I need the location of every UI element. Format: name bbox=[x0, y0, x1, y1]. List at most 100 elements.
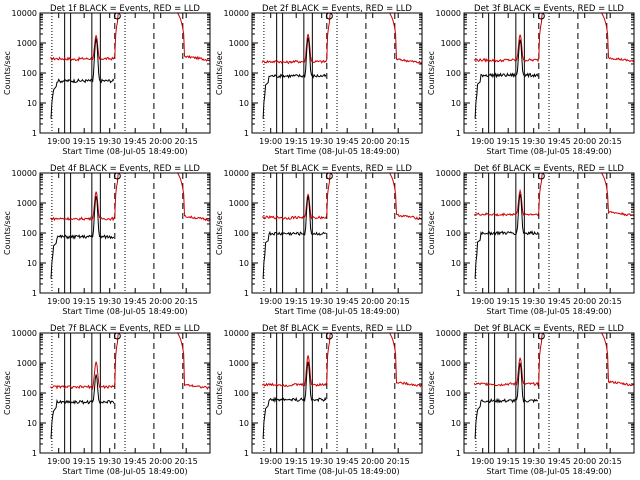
y-tick-label: 10 bbox=[451, 259, 461, 268]
x-axis-label: Start Time (08-Jul-05 18:49:00) bbox=[274, 467, 399, 476]
x-tick-label: 19:30 bbox=[310, 297, 333, 306]
y-axis-label: Counts/sec bbox=[3, 51, 12, 95]
y-tick-label: 1 bbox=[32, 449, 37, 458]
x-axis-label: Start Time (08-Jul-05 18:49:00) bbox=[62, 467, 187, 476]
y-tick-label: 100 bbox=[446, 389, 461, 398]
x-tick-label: 19:15 bbox=[73, 457, 96, 466]
y-tick-label: 100 bbox=[234, 389, 249, 398]
y-tick-label: 100 bbox=[234, 229, 249, 238]
y-tick-label: 10 bbox=[451, 99, 461, 108]
y-tick-label: 10000 bbox=[12, 9, 37, 18]
panel-1: 1 10 100 1000 10000 19:00 19:15 19:30 19:45 20:00… bbox=[3, 4, 211, 156]
x-tick-label: 19:45 bbox=[336, 137, 359, 146]
y-tick-label: 100 bbox=[446, 229, 461, 238]
x-tick-label: 19:45 bbox=[336, 457, 359, 466]
x-tick-label: 19:00 bbox=[47, 457, 70, 466]
x-tick-label: 20:15 bbox=[175, 457, 198, 466]
y-tick-label: 10 bbox=[27, 259, 37, 268]
panel-title: Det 2f BLACK = Events, RED = LLD bbox=[262, 4, 412, 14]
x-tick-label: 20:00 bbox=[149, 297, 172, 306]
x-tick-label: 20:15 bbox=[387, 297, 410, 306]
y-tick-label: 10 bbox=[239, 419, 249, 428]
panel-title: Det 9f BLACK = Events, RED = LLD bbox=[474, 324, 624, 334]
x-tick-label: 19:45 bbox=[548, 137, 571, 146]
panel-5: 1 10 100 1000 10000 19:00 19:15 19:30 19:45 20:00… bbox=[215, 164, 423, 316]
x-axis-label: Start Time (08-Jul-05 18:49:00) bbox=[486, 147, 611, 156]
x-tick-label: 19:15 bbox=[285, 297, 308, 306]
panel-title: Det 3f BLACK = Events, RED = LLD bbox=[474, 4, 624, 14]
y-tick-label: 100 bbox=[22, 69, 37, 78]
x-tick-label: 20:00 bbox=[361, 457, 384, 466]
events-series-line bbox=[474, 362, 539, 439]
y-tick-label: 1 bbox=[456, 129, 461, 138]
panel-9: 1 10 100 1000 10000 19:00 19:15 19:30 19:45 20:00… bbox=[427, 324, 635, 476]
lld-series-line bbox=[261, 332, 423, 388]
x-tick-label: 20:15 bbox=[387, 137, 410, 146]
lld-series-line bbox=[261, 172, 423, 220]
y-tick-label: 10000 bbox=[224, 9, 249, 18]
x-tick-label: 19:00 bbox=[47, 297, 70, 306]
y-tick-label: 10000 bbox=[12, 329, 37, 338]
x-axis-label: Start Time (08-Jul-05 18:49:00) bbox=[486, 307, 611, 316]
x-tick-label: 20:15 bbox=[175, 297, 198, 306]
x-tick-label: 19:30 bbox=[522, 297, 545, 306]
x-tick-label: 20:00 bbox=[573, 457, 596, 466]
x-tick-label: 20:15 bbox=[599, 137, 622, 146]
events-series-line bbox=[262, 37, 327, 119]
x-tick-label: 20:00 bbox=[361, 137, 384, 146]
x-tick-label: 20:00 bbox=[149, 137, 172, 146]
x-tick-label: 20:00 bbox=[573, 297, 596, 306]
x-tick-label: 19:15 bbox=[285, 457, 308, 466]
x-tick-label: 19:45 bbox=[336, 297, 359, 306]
x-tick-label: 19:15 bbox=[497, 457, 520, 466]
y-tick-label: 100 bbox=[234, 69, 249, 78]
y-axis-label: Counts/sec bbox=[427, 211, 436, 255]
y-tick-label: 1000 bbox=[229, 39, 249, 48]
y-tick-label: 10000 bbox=[12, 169, 37, 178]
panel-title: Det 6f BLACK = Events, RED = LLD bbox=[474, 164, 624, 174]
lld-series-line bbox=[473, 12, 635, 63]
y-tick-label: 10000 bbox=[224, 169, 249, 178]
panel-2: 1 10 100 1000 10000 19:00 19:15 19:30 19:45 20:00… bbox=[215, 4, 423, 156]
y-tick-label: 1 bbox=[244, 129, 249, 138]
x-tick-label: 19:45 bbox=[124, 457, 147, 466]
y-tick-label: 100 bbox=[446, 69, 461, 78]
y-tick-label: 1000 bbox=[441, 359, 461, 368]
y-tick-label: 1 bbox=[244, 449, 249, 458]
y-tick-label: 1000 bbox=[441, 39, 461, 48]
x-tick-label: 20:00 bbox=[149, 457, 172, 466]
y-tick-label: 1000 bbox=[229, 359, 249, 368]
x-tick-label: 19:15 bbox=[73, 137, 96, 146]
x-tick-label: 19:30 bbox=[310, 457, 333, 466]
y-tick-label: 1000 bbox=[17, 39, 37, 48]
y-tick-label: 1 bbox=[32, 129, 37, 138]
x-tick-label: 19:00 bbox=[259, 457, 282, 466]
x-tick-label: 19:00 bbox=[259, 137, 282, 146]
lld-series-line bbox=[50, 12, 211, 62]
panel-4: 1 10 100 1000 10000 19:00 19:15 19:30 19:45 20:00… bbox=[3, 164, 211, 316]
x-tick-label: 20:00 bbox=[573, 137, 596, 146]
y-axis-label: Counts/sec bbox=[3, 211, 12, 255]
y-tick-label: 10 bbox=[239, 99, 249, 108]
x-tick-label: 20:15 bbox=[599, 297, 622, 306]
y-tick-label: 10 bbox=[451, 419, 461, 428]
x-tick-label: 20:15 bbox=[175, 137, 198, 146]
x-axis-label: Start Time (08-Jul-05 18:49:00) bbox=[62, 307, 187, 316]
x-tick-label: 19:00 bbox=[471, 297, 494, 306]
y-tick-label: 10000 bbox=[224, 329, 249, 338]
y-tick-label: 100 bbox=[22, 229, 37, 238]
x-tick-label: 19:15 bbox=[285, 137, 308, 146]
panel-7: 1 10 100 1000 10000 19:00 19:15 19:30 19:45 20:00… bbox=[3, 324, 211, 476]
x-tick-label: 19:15 bbox=[497, 137, 520, 146]
x-tick-label: 19:15 bbox=[73, 297, 96, 306]
x-tick-label: 19:30 bbox=[522, 137, 545, 146]
lld-series-line bbox=[473, 172, 635, 217]
y-tick-label: 10 bbox=[239, 259, 249, 268]
x-tick-label: 19:30 bbox=[98, 457, 121, 466]
y-tick-label: 1 bbox=[32, 289, 37, 298]
panel-title: Det 8f BLACK = Events, RED = LLD bbox=[262, 324, 412, 334]
x-axis-label: Start Time (08-Jul-05 18:49:00) bbox=[486, 467, 611, 476]
x-tick-label: 19:00 bbox=[259, 297, 282, 306]
x-tick-label: 19:30 bbox=[98, 297, 121, 306]
